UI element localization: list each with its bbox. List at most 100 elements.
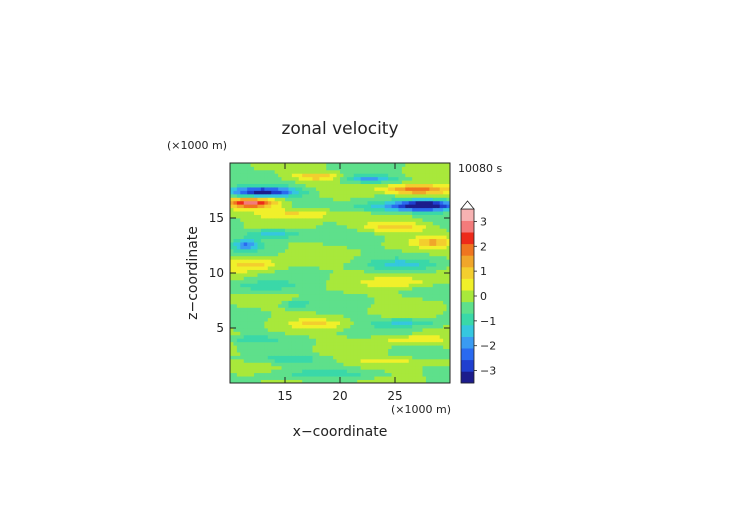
heatmap-cell — [230, 324, 234, 329]
heatmap-cell — [285, 348, 289, 353]
heatmap-cell — [230, 231, 234, 236]
heatmap-cell — [329, 362, 334, 367]
heatmap-cell — [264, 300, 269, 305]
heatmap-cell — [353, 297, 358, 301]
heatmap-cell — [340, 379, 344, 384]
heatmap-cell — [240, 365, 245, 370]
heatmap-cell — [367, 341, 372, 346]
heatmap-cell — [240, 169, 245, 174]
heatmap-cell — [230, 273, 234, 277]
heatmap-cell — [384, 376, 389, 380]
heatmap-cell — [264, 293, 269, 298]
heatmap-cell — [278, 218, 282, 222]
heatmap-cell — [267, 372, 272, 377]
heatmap-cell — [350, 297, 355, 301]
heatmap-cell — [230, 218, 234, 222]
heatmap-cell — [398, 211, 403, 215]
heatmap-cell — [436, 362, 441, 367]
heatmap-cell — [285, 214, 289, 219]
heatmap-cell — [439, 269, 444, 274]
heatmap-cell — [432, 269, 437, 274]
heatmap-cell — [322, 211, 327, 215]
heatmap-cell — [298, 173, 303, 178]
heatmap-cell — [357, 345, 362, 350]
heatmap-cell — [243, 218, 248, 222]
heatmap-cell — [240, 372, 245, 377]
heatmap-cell — [443, 224, 447, 229]
heatmap-cell — [395, 376, 399, 380]
heatmap-cell — [236, 290, 241, 295]
heatmap-cell — [322, 187, 327, 191]
heatmap-cell — [243, 259, 248, 264]
heatmap-cell — [343, 273, 348, 277]
heatmap-cell — [322, 290, 327, 295]
chart-title: zonal velocity — [281, 119, 398, 139]
heatmap-cell — [398, 193, 403, 198]
heatmap-cell — [281, 279, 286, 284]
heatmap-cell — [432, 180, 437, 185]
heatmap-cell — [391, 255, 396, 260]
heatmap-cell — [384, 352, 389, 356]
heatmap-cell — [230, 252, 234, 257]
heatmap-cell — [439, 331, 444, 336]
heatmap-cell — [401, 345, 406, 350]
heatmap-cell — [429, 341, 434, 346]
heatmap-cell — [271, 307, 276, 312]
heatmap-cell — [285, 193, 289, 198]
heatmap-cell — [298, 362, 303, 367]
heatmap-cell — [250, 231, 255, 236]
heatmap-cell — [305, 314, 310, 319]
heatmap-cell — [408, 286, 413, 291]
heatmap-cell — [395, 231, 399, 236]
heatmap-cell — [243, 283, 248, 288]
heatmap-cell — [343, 166, 348, 171]
heatmap-cell — [257, 345, 262, 350]
heatmap-cell — [388, 273, 392, 277]
heatmap-cell — [425, 214, 430, 219]
heatmap-cell — [425, 341, 430, 346]
heatmap-cell — [391, 293, 396, 298]
heatmap-cell — [305, 362, 310, 367]
heatmap-cell — [370, 180, 375, 185]
heatmap-cell — [340, 193, 344, 198]
heatmap-cell — [298, 242, 303, 246]
heatmap-cell — [305, 214, 310, 219]
heatmap-cell — [264, 324, 269, 329]
heatmap-cell — [374, 180, 379, 185]
heatmap-cell — [357, 321, 362, 325]
heatmap-cell — [298, 204, 303, 209]
heatmap-cell — [333, 228, 337, 233]
heatmap-cell — [236, 245, 241, 250]
heatmap-cell — [319, 218, 324, 222]
heatmap-cell — [250, 211, 255, 215]
heatmap-cell — [288, 252, 293, 257]
heatmap-cell — [374, 176, 379, 181]
heatmap-cell — [408, 204, 413, 209]
heatmap-cell — [336, 334, 341, 339]
heatmap-cell — [326, 248, 331, 253]
heatmap-cell — [405, 176, 410, 181]
colorbar-tick-label: 3 — [480, 215, 487, 228]
heatmap-cell — [298, 334, 303, 339]
heatmap-cell — [295, 166, 300, 171]
heatmap-cell — [305, 328, 310, 332]
heatmap-cell — [412, 334, 417, 339]
heatmap-cell — [398, 238, 403, 243]
heatmap-cell — [250, 228, 255, 233]
heatmap-cell — [360, 252, 365, 257]
heatmap-cell — [401, 379, 406, 384]
heatmap-cell — [278, 173, 282, 178]
heatmap-cell — [346, 252, 351, 257]
heatmap-cell — [329, 297, 334, 301]
heatmap-cell — [367, 303, 372, 308]
heatmap-cell — [425, 324, 430, 329]
heatmap-cell — [271, 297, 276, 301]
heatmap-cell — [340, 352, 344, 356]
heatmap-cell — [374, 283, 379, 288]
heatmap-cell — [305, 252, 310, 257]
heatmap-cell — [429, 262, 434, 267]
heatmap-cell — [312, 300, 317, 305]
heatmap-cell — [233, 331, 238, 336]
heatmap-cell — [370, 307, 375, 312]
heatmap-cell — [405, 286, 410, 291]
